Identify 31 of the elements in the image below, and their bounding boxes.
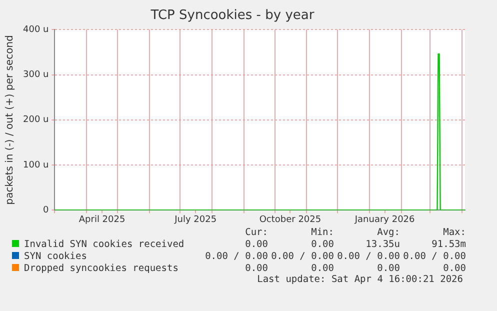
legend-label: Dropped syncookies requests [23,262,180,274]
text: Cur: [244,226,268,238]
text: 0.00 / 0.00 [204,250,268,262]
text: 0.00 [310,238,334,250]
text: 0.00 [244,238,268,250]
y-tick-label: 300 u [22,70,49,80]
text: Avg: [376,226,400,238]
y-tick-label: 200 u [22,115,49,126]
text: 0.00 / 0.00 [402,250,466,262]
x-tick-label: July 2025 [174,214,217,225]
y-tick-label: 100 u [22,160,49,170]
text: 0.00 / 0.00 [270,250,334,262]
text: 0.00 [310,262,334,274]
text: Min: [310,226,334,238]
legend-label: Invalid SYN cookies received [23,238,186,250]
text: 0.00 / 0.00 [336,250,400,262]
x-tick-label: April 2025 [78,214,126,225]
text: 0.00 [442,262,466,274]
text: 91.53m [430,238,466,250]
text: 0.00 [376,262,400,274]
text: 0.00 [244,262,268,274]
x-tick-label: January 2026 [354,214,416,225]
y-axis-title: packets in (-) / out (+) per second [4,35,16,205]
y-tick-label: 400 u [22,24,49,35]
text: Max: [442,226,466,238]
y-tick-label: 0 [43,206,50,216]
text: 13.35u [364,238,400,250]
x-tick-label: October 2025 [259,214,322,225]
text: Last update: Sat Apr 4 16:00:21 2026 [256,274,463,285]
legend-label: SYN cookies [23,250,88,262]
chart-title: TCP Syncookies - by year [150,8,315,24]
